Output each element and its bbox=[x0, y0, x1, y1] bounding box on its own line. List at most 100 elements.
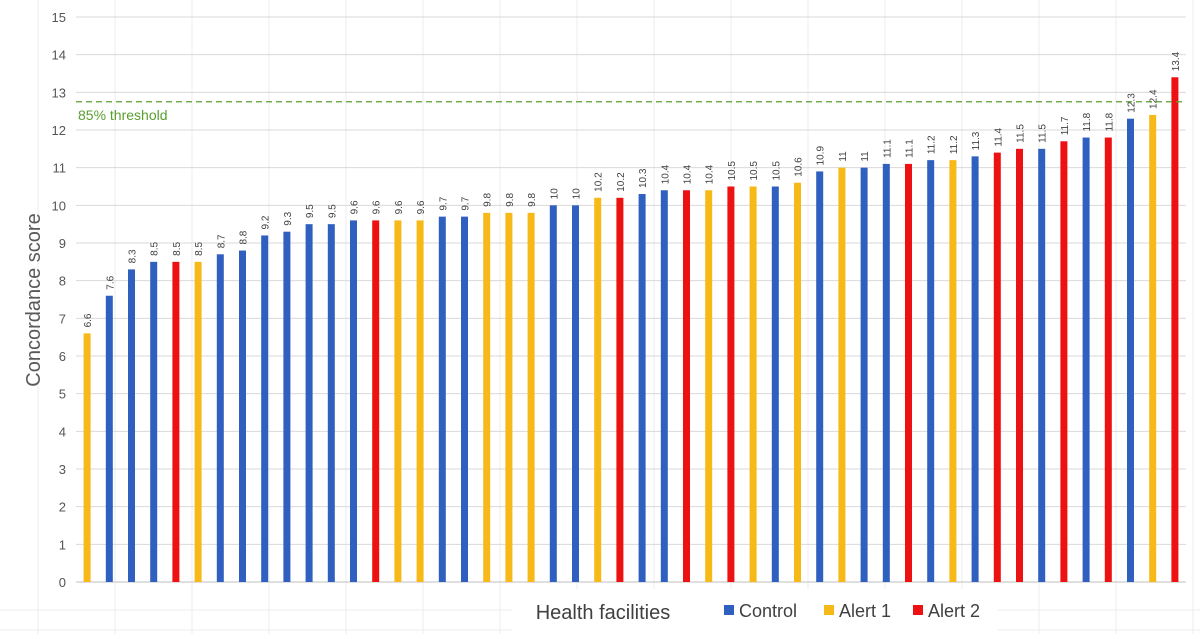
bar-value-label: 8.5 bbox=[194, 241, 205, 255]
x-axis-title: Health facilities bbox=[536, 602, 671, 624]
bar-value-label: 10.5 bbox=[771, 161, 782, 181]
y-tick-label: 15 bbox=[52, 10, 66, 25]
y-tick-label: 4 bbox=[59, 424, 66, 439]
bar bbox=[261, 235, 269, 582]
bar-value-label: 10.6 bbox=[794, 157, 805, 177]
bar-value-label: 10.5 bbox=[749, 161, 760, 181]
bar bbox=[638, 194, 646, 583]
legend-swatch bbox=[724, 605, 734, 615]
bar-value-label: 10.3 bbox=[638, 168, 649, 188]
y-tick-label: 8 bbox=[59, 274, 66, 289]
bar bbox=[527, 212, 535, 582]
bar-value-label: 11.4 bbox=[993, 127, 1004, 146]
bar bbox=[1171, 77, 1179, 583]
bar bbox=[350, 220, 357, 582]
legend-swatch bbox=[824, 605, 834, 615]
bar-value-label: 11 bbox=[860, 151, 871, 162]
bar-value-label: 10.4 bbox=[705, 164, 716, 184]
bar-value-label: 8.7 bbox=[216, 234, 227, 248]
bar-value-label: 11.1 bbox=[882, 139, 893, 158]
bar bbox=[283, 231, 291, 582]
legend-label: Alert 2 bbox=[928, 601, 980, 621]
bar bbox=[794, 182, 801, 582]
legend-label: Alert 1 bbox=[839, 601, 891, 621]
bar-value-label: 10 bbox=[549, 188, 560, 200]
bar bbox=[705, 190, 713, 582]
y-tick-label: 5 bbox=[59, 387, 66, 402]
bar-value-label: 12.3 bbox=[1127, 93, 1138, 113]
bar bbox=[616, 197, 624, 583]
bar bbox=[838, 167, 846, 582]
bar bbox=[549, 205, 557, 583]
bar-value-label: 9.3 bbox=[283, 211, 294, 225]
bar bbox=[860, 167, 868, 582]
bar-series bbox=[83, 77, 1179, 583]
bar bbox=[1038, 148, 1046, 583]
bar-value-label: 9.8 bbox=[505, 193, 516, 207]
bar bbox=[327, 224, 335, 582]
bar bbox=[993, 152, 1001, 582]
bar bbox=[1060, 141, 1068, 583]
bar bbox=[771, 186, 779, 582]
bar-value-label: 9.2 bbox=[261, 215, 272, 229]
bar-value-label: 11.8 bbox=[1104, 112, 1115, 131]
y-tick-label: 6 bbox=[59, 349, 66, 364]
bar bbox=[83, 333, 91, 582]
y-tick-label: 1 bbox=[59, 537, 66, 552]
bar-value-label: 11.2 bbox=[949, 135, 960, 154]
bar-value-label: 8.8 bbox=[239, 230, 250, 244]
bar bbox=[949, 160, 957, 582]
bar-value-label: 10.9 bbox=[816, 146, 827, 166]
legend: Control Alert 1 Alert 2 bbox=[724, 601, 980, 621]
threshold-label: 85% threshold bbox=[78, 107, 168, 123]
bar bbox=[594, 197, 602, 583]
bar-value-label: 10 bbox=[572, 188, 583, 200]
bar bbox=[483, 212, 491, 582]
bar-value-label: 9.7 bbox=[438, 196, 449, 210]
bar-value-label: 11.3 bbox=[971, 131, 982, 150]
bar bbox=[749, 186, 757, 582]
bar bbox=[305, 224, 313, 582]
bar-value-label: 8.3 bbox=[128, 249, 139, 263]
bar-value-label: 10.2 bbox=[616, 172, 627, 192]
bar-value-label: 9.7 bbox=[461, 196, 472, 210]
bar bbox=[216, 254, 224, 583]
bar bbox=[172, 261, 180, 582]
bar bbox=[905, 163, 912, 582]
y-tick-label: 0 bbox=[59, 575, 66, 590]
y-tick-label: 3 bbox=[59, 462, 66, 477]
y-tick-label: 13 bbox=[52, 85, 66, 100]
y-tick-label: 11 bbox=[53, 161, 67, 176]
bar-value-label: 11.2 bbox=[927, 135, 938, 154]
bar bbox=[572, 205, 579, 583]
bar-value-label: 10.4 bbox=[683, 164, 694, 184]
bar bbox=[660, 190, 668, 582]
bar bbox=[683, 190, 690, 582]
bar bbox=[505, 212, 513, 582]
bar-value-label: 9.8 bbox=[483, 193, 494, 207]
bar bbox=[394, 220, 402, 582]
y-tick-label: 2 bbox=[59, 500, 66, 515]
bar-value-label: 10.2 bbox=[594, 172, 605, 192]
bar-value-label: 9.5 bbox=[305, 204, 316, 218]
bar bbox=[727, 186, 735, 582]
bar-value-label: 11.1 bbox=[905, 139, 916, 158]
y-tick-label: 12 bbox=[52, 123, 66, 138]
bar bbox=[971, 156, 979, 582]
bar bbox=[1127, 118, 1134, 582]
bar-value-label: 7.6 bbox=[105, 275, 116, 289]
bar-value-label: 8.5 bbox=[150, 241, 161, 255]
bar-value-label: 13.4 bbox=[1171, 51, 1182, 71]
bar-value-label: 11.8 bbox=[1082, 112, 1093, 131]
bar bbox=[150, 261, 158, 582]
bar-value-label: 10.5 bbox=[727, 161, 738, 181]
bar-value-label: 12.4 bbox=[1149, 89, 1160, 109]
bar-data-labels: 6.6 7.6 8.3 8.5 8.5 8.5 8.7 8.8 9.2 9.3 9.5 9.5 9.6 9… bbox=[83, 51, 1182, 327]
bar-value-label: 10.4 bbox=[660, 164, 671, 184]
y-tick-label: 10 bbox=[52, 198, 66, 213]
bar-value-label: 8.5 bbox=[172, 241, 183, 255]
bar-value-label: 11.5 bbox=[1038, 124, 1049, 143]
bar bbox=[816, 171, 824, 582]
